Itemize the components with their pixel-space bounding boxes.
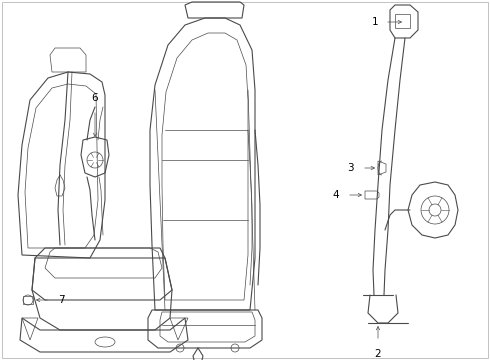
Text: 7: 7 [58,295,65,305]
Text: 1: 1 [371,17,378,27]
Text: 4: 4 [332,190,339,200]
Text: 2: 2 [375,349,381,359]
Text: 6: 6 [92,93,98,103]
Text: 3: 3 [347,163,354,173]
